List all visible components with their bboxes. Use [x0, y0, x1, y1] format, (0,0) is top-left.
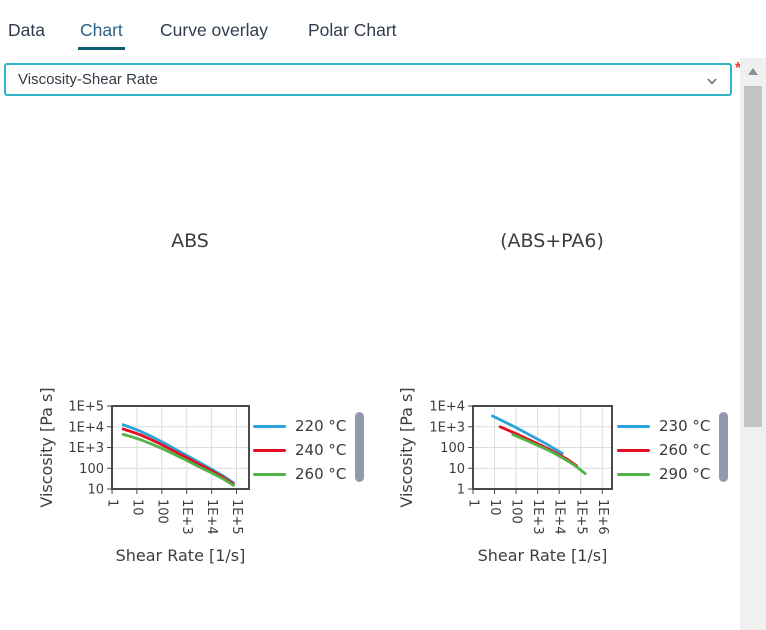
- chart-legend-abs: 220 °C 240 °C 260 °C: [253, 414, 346, 486]
- chart-title-abs-pa6: (ABS+PA6): [500, 230, 604, 252]
- legend-label: 290 °C: [659, 465, 711, 483]
- x-tick-label: 1E+5: [229, 499, 244, 535]
- x-tick-label: 1E+3: [530, 499, 545, 535]
- tab-curve-overlay[interactable]: Curve overlay: [160, 20, 268, 40]
- required-asterisk: *: [735, 60, 742, 77]
- legend-label: 230 °C: [659, 417, 711, 435]
- x-tick-label: 1E+6: [595, 499, 610, 535]
- chart-title-abs: ABS: [171, 230, 209, 252]
- tab-chart[interactable]: Chart: [78, 20, 125, 50]
- plot-area: [111, 405, 250, 490]
- y-tick-label: 10: [448, 462, 465, 477]
- chart-legend-abs-pa6: 230 °C 260 °C 290 °C: [617, 414, 710, 486]
- legend-line-swatch: [253, 448, 286, 452]
- x-tick-label: 10: [129, 499, 144, 516]
- chart-plot-abs-pa6: 1E+4 1E+3 100 10 11 10 100 1E+3 1E+4 1E+5 1E+6 Shea…: [397, 387, 613, 565]
- x-tick-label: 1E+3: [179, 499, 194, 535]
- y-tick-label: 1E+3: [429, 420, 465, 435]
- chevron-down-icon: [707, 78, 717, 85]
- legend-label: 260 °C: [659, 441, 711, 459]
- tab-bar: Data Chart Curve overlay Polar Chart: [0, 0, 766, 54]
- legend-line-swatch: [617, 448, 650, 452]
- x-tick-label: 1: [466, 499, 481, 507]
- y-tick-label: 1: [457, 483, 465, 498]
- legend-line-swatch: [617, 424, 650, 428]
- y-tick-label: 1E+3: [68, 441, 104, 456]
- arrow-up-icon: [748, 67, 758, 75]
- tab-data[interactable]: Data: [8, 20, 45, 40]
- scrollbar-thumb[interactable]: [744, 86, 762, 427]
- y-tick-label: 1E+5: [68, 400, 104, 415]
- select-value: Viscosity-Shear Rate: [18, 71, 158, 88]
- legend-scrollbar-abs[interactable]: [355, 412, 364, 482]
- legend-line-swatch: [617, 472, 650, 476]
- y-tick-label: 100: [440, 441, 465, 456]
- x-tick-label: 1: [105, 499, 120, 507]
- y-axis-label: Viscosity [Pa s]: [397, 387, 416, 507]
- x-tick-label: 100: [154, 499, 169, 524]
- scroll-up-button[interactable]: [740, 60, 766, 82]
- x-tick-label: 1E+5: [573, 499, 588, 535]
- x-tick-label: 1E+4: [552, 499, 567, 535]
- legend-line-swatch: [253, 424, 286, 428]
- series-line: [511, 433, 587, 475]
- legend-item: 260 °C: [617, 438, 710, 462]
- y-tick-label: 1E+4: [429, 400, 465, 415]
- legend-item: 240 °C: [253, 438, 346, 462]
- legend-label: 260 °C: [295, 465, 347, 483]
- series-line: [121, 427, 235, 486]
- series-line: [121, 433, 235, 487]
- x-tick-label: 1E+4: [204, 499, 219, 535]
- y-tick-label: 1E+4: [68, 420, 104, 435]
- legend-line-swatch: [253, 472, 286, 476]
- chart-type-select[interactable]: Viscosity-Shear Rate: [4, 63, 732, 96]
- plot-area: [472, 405, 613, 490]
- tab-polar-chart[interactable]: Polar Chart: [308, 20, 397, 40]
- x-axis-label: Shear Rate [1/s]: [478, 546, 608, 565]
- legend-item: 290 °C: [617, 462, 710, 486]
- series-line: [491, 414, 564, 455]
- legend-item: 260 °C: [253, 462, 346, 486]
- legend-label: 220 °C: [295, 417, 347, 435]
- y-tick-label: 100: [79, 462, 104, 477]
- x-tick-label: 100: [509, 499, 524, 524]
- x-axis-label: Shear Rate [1/s]: [116, 546, 246, 565]
- x-tick-label: 10: [487, 499, 502, 516]
- legend-item: 220 °C: [253, 414, 346, 438]
- legend-scrollbar-abs-pa6[interactable]: [719, 412, 728, 482]
- legend-label: 240 °C: [295, 441, 347, 459]
- vertical-scrollbar[interactable]: [740, 58, 766, 630]
- y-tick-label: 10: [87, 483, 104, 498]
- y-axis-label: Viscosity [Pa s]: [37, 387, 56, 507]
- legend-item: 230 °C: [617, 414, 710, 438]
